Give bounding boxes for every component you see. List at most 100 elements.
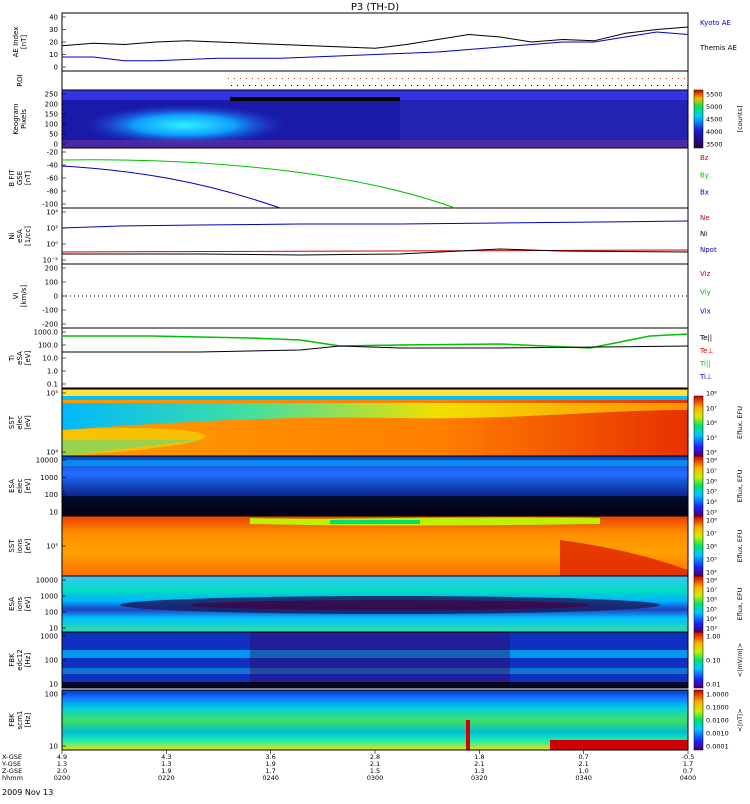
axis-row-value: 0240 — [262, 774, 279, 782]
roi-marker — [438, 78, 439, 79]
roi-marker — [312, 78, 313, 79]
roi-marker — [627, 85, 628, 86]
ni-ytick-label: 10⁴ — [46, 209, 58, 217]
vi-ylabel-1: [km/s] — [20, 285, 28, 308]
roi-marker — [333, 85, 334, 86]
ni-ytick-label: 10² — [46, 225, 58, 233]
bfit-ylabel-2: [nT] — [24, 171, 32, 185]
bfit-ytick-label: -40 — [47, 162, 58, 170]
roi-marker — [630, 78, 631, 79]
roi-marker — [495, 85, 496, 86]
ti-legend-2: Ti|| — [699, 360, 711, 368]
roi-marker — [522, 78, 523, 79]
sst_e-colorbar-tick: 10⁴ — [706, 449, 717, 457]
roi-marker — [357, 85, 358, 86]
roi-marker — [240, 78, 241, 79]
vi-ytick-label: 0 — [54, 293, 58, 301]
roi-marker — [651, 85, 652, 86]
bfit-ytick-label: -60 — [47, 175, 58, 183]
roi-marker — [537, 85, 538, 86]
ae-ytick-label: 40 — [49, 14, 58, 22]
ae-ytick-label: 30 — [49, 26, 58, 34]
sst_i-colorbar-tick: 10⁶ — [706, 543, 717, 551]
axis-row-value: 4.9 — [57, 753, 67, 761]
roi-marker — [288, 78, 289, 79]
esa_e-ytick-label: 10 — [49, 509, 58, 517]
roi-marker — [513, 85, 514, 86]
keogram-colorbar-tick: 5000 — [706, 103, 723, 111]
esa_e-colorbar-tick: 10⁶ — [706, 477, 717, 485]
keogram-ytick-label: 50 — [49, 131, 58, 139]
roi-marker — [498, 78, 499, 79]
roi-marker — [516, 78, 517, 79]
roi-marker — [411, 85, 412, 86]
roi-marker — [327, 85, 328, 86]
roi-marker — [543, 85, 544, 86]
roi-marker — [642, 78, 643, 79]
axis-row-label-0: X-GSE — [2, 753, 22, 761]
sst_i-ytick-label: 10⁵ — [46, 543, 58, 551]
roi-marker — [300, 78, 301, 79]
roi-marker — [267, 85, 268, 86]
sst_e-colorbar-tick: 10⁶ — [706, 419, 717, 427]
axis-row-value: 2.1 — [578, 760, 588, 768]
esa_i-ylabel-1: ions — [16, 596, 24, 611]
roi-marker — [636, 78, 637, 79]
fbk_b-ytick-label: 100 — [45, 691, 58, 699]
roi-marker — [228, 78, 229, 79]
ni-panel-frame — [61, 207, 689, 265]
roi-marker — [663, 85, 664, 86]
roi-marker — [387, 85, 388, 86]
ti-ytick-label: 1000.0 — [34, 329, 59, 337]
roi-marker — [594, 78, 595, 79]
axis-row-value: 1.8 — [474, 753, 484, 761]
esa_i-colorbar-tick: 10⁷ — [706, 586, 717, 594]
vi-legend-2: Vix — [700, 307, 711, 315]
roi-marker — [297, 85, 298, 86]
roi-marker — [453, 85, 454, 86]
date-label: 2009 Nov 13 — [2, 788, 53, 797]
roi-marker — [426, 78, 427, 79]
roi-marker — [249, 85, 250, 86]
fbk_e-colorbar-tick: 0.01 — [706, 681, 720, 689]
bfit-ytick-label: -80 — [47, 188, 58, 196]
vi-ytick-label: 200 — [45, 265, 58, 273]
roi-marker — [303, 85, 304, 86]
roi-marker — [243, 85, 244, 86]
roi-marker — [606, 78, 607, 79]
sst_e-colorbar-tick: 10⁵ — [706, 434, 717, 442]
axis-row-value: 4.3 — [161, 753, 171, 761]
keogram-colorbar-unit: [counts] — [736, 106, 744, 133]
sst_e-ylabel-0: SST — [8, 415, 16, 429]
roi-marker — [246, 78, 247, 79]
esa_i-colorbar-tick: 10⁴ — [706, 615, 717, 623]
fbk_e-ylabel-2: [Hz] — [24, 653, 32, 668]
keogram-ylabel-1: Pixels — [20, 109, 28, 129]
ti-ytick-label: 100.0 — [38, 342, 58, 350]
roi-marker — [396, 78, 397, 79]
roi-marker — [501, 85, 502, 86]
roi-marker — [345, 85, 346, 86]
roi-marker — [624, 78, 625, 79]
vi-ytick-label: 100 — [45, 279, 58, 287]
roi-marker — [444, 78, 445, 79]
roi-marker — [456, 78, 457, 79]
keogram-ytick-label: 0 — [54, 141, 58, 149]
roi-marker — [546, 78, 547, 79]
ni-legend-2: Npot — [700, 246, 717, 254]
bfit-ylabel-1: GSE — [16, 171, 24, 185]
roi-marker — [534, 78, 535, 79]
roi-marker — [372, 78, 373, 79]
roi-marker — [669, 85, 670, 86]
roi-marker — [576, 78, 577, 79]
bfit-ytick-label: -20 — [47, 149, 58, 157]
sst_e-colorbar-tick: 10⁸ — [706, 390, 717, 398]
roi-marker — [648, 78, 649, 79]
roi-panel-frame — [61, 70, 689, 91]
ni-curves — [61, 220, 689, 256]
roi-marker — [465, 85, 466, 86]
axis-row-value: 0200 — [54, 774, 71, 782]
ae-legend-1: Themis AE — [699, 44, 737, 52]
